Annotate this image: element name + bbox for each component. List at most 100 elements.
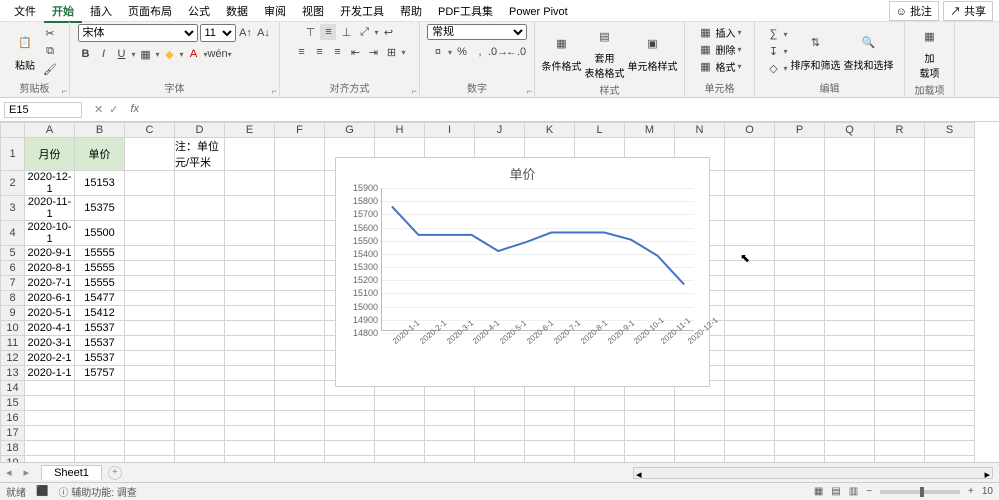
col-header[interactable]: L [575, 123, 625, 138]
cell[interactable] [825, 306, 875, 321]
indent-right-icon[interactable]: ⇥ [365, 44, 381, 60]
cell[interactable] [925, 306, 975, 321]
cell[interactable] [875, 426, 925, 441]
row-header[interactable]: 15 [1, 396, 25, 411]
cell[interactable] [925, 411, 975, 426]
cell[interactable]: 15537 [75, 351, 125, 366]
cell[interactable] [25, 381, 75, 396]
cell[interactable] [225, 411, 275, 426]
cell[interactable] [175, 366, 225, 381]
cell[interactable] [425, 426, 475, 441]
col-header[interactable]: A [25, 123, 75, 138]
font-color-icon[interactable]: A [186, 46, 202, 62]
row-header[interactable]: 7 [1, 276, 25, 291]
number-format-select[interactable]: 常规 [427, 24, 527, 40]
zoom-in-icon[interactable]: + [968, 486, 974, 497]
cell[interactable] [175, 351, 225, 366]
cell[interactable] [275, 426, 325, 441]
cell-style-button[interactable]: ▣单元格样式 [628, 32, 678, 73]
row-header[interactable]: 9 [1, 306, 25, 321]
share-button[interactable]: ↗ 共享 [943, 1, 993, 21]
percent-icon[interactable]: % [454, 44, 470, 60]
fill-color-icon[interactable]: ◆ [162, 46, 178, 62]
col-header[interactable] [1, 123, 25, 138]
cell[interactable] [525, 426, 575, 441]
clear-icon[interactable]: ◇ [765, 60, 781, 76]
cell[interactable] [725, 291, 775, 306]
cell[interactable] [125, 366, 175, 381]
tab-nav-prev-icon[interactable]: ◂ [0, 466, 18, 479]
cell[interactable] [275, 261, 325, 276]
cell[interactable] [825, 411, 875, 426]
cell[interactable] [225, 261, 275, 276]
cell[interactable] [925, 351, 975, 366]
horizontal-scrollbar[interactable]: ◂▸ [633, 467, 993, 479]
cell[interactable] [775, 381, 825, 396]
cell[interactable] [125, 396, 175, 411]
cell[interactable] [825, 276, 875, 291]
cell[interactable] [825, 366, 875, 381]
zoom-level[interactable]: 10 [982, 486, 993, 497]
cell[interactable] [175, 261, 225, 276]
worksheet-grid[interactable]: ABCDEFGHIJKLMNOPQRS1月份单价注：单位 元/平米22020-1… [0, 122, 999, 462]
cell[interactable]: 15537 [75, 336, 125, 351]
cell[interactable]: 15477 [75, 291, 125, 306]
col-header[interactable]: N [675, 123, 725, 138]
cell[interactable] [275, 306, 325, 321]
row-header[interactable]: 8 [1, 291, 25, 306]
cell[interactable] [575, 426, 625, 441]
cell[interactable]: 2020-1-1 [25, 366, 75, 381]
cell[interactable] [125, 351, 175, 366]
cell[interactable] [775, 351, 825, 366]
row-header[interactable]: 1 [1, 138, 25, 171]
cell[interactable] [625, 396, 675, 411]
decrease-decimal-icon[interactable]: ←.0 [508, 44, 524, 60]
cell[interactable] [825, 221, 875, 246]
cell[interactable]: 2020-8-1 [25, 261, 75, 276]
addins-button[interactable]: ▦加 载项 [916, 24, 944, 80]
row-header[interactable]: 3 [1, 196, 25, 221]
cell[interactable] [925, 138, 975, 171]
cell[interactable] [125, 321, 175, 336]
col-header[interactable]: I [425, 123, 475, 138]
cell[interactable] [125, 221, 175, 246]
cell[interactable] [725, 246, 775, 261]
cell[interactable] [125, 196, 175, 221]
menu-tab-帮助[interactable]: 帮助 [392, 3, 430, 21]
cut-icon[interactable]: ✂ [42, 25, 58, 41]
cell[interactable] [725, 366, 775, 381]
cell[interactable] [675, 396, 725, 411]
cell[interactable] [925, 381, 975, 396]
delete-cells-button[interactable]: ▦删除▾ [697, 41, 741, 57]
cell[interactable] [875, 411, 925, 426]
cell[interactable] [175, 196, 225, 221]
cell[interactable] [275, 171, 325, 196]
cell[interactable] [675, 411, 725, 426]
zoom-out-icon[interactable]: − [866, 486, 872, 497]
cell[interactable] [125, 306, 175, 321]
menu-tab-公式[interactable]: 公式 [180, 3, 218, 21]
cell[interactable] [375, 426, 425, 441]
font-name-select[interactable]: 宋体 [78, 24, 198, 42]
cell[interactable] [175, 336, 225, 351]
cell[interactable]: 15500 [75, 221, 125, 246]
cell[interactable] [925, 171, 975, 196]
cell[interactable] [675, 426, 725, 441]
col-header[interactable]: E [225, 123, 275, 138]
cell[interactable] [275, 336, 325, 351]
embedded-chart[interactable]: 单价 1480014900150001510015200153001540015… [335, 157, 710, 387]
menu-tab-审阅[interactable]: 审阅 [256, 3, 294, 21]
bold-icon[interactable]: B [78, 46, 94, 62]
cell[interactable] [175, 321, 225, 336]
cell[interactable]: 2020-2-1 [25, 351, 75, 366]
cell[interactable] [825, 196, 875, 221]
cell[interactable] [375, 396, 425, 411]
cell[interactable] [225, 138, 275, 171]
cell[interactable] [775, 246, 825, 261]
cell[interactable] [125, 138, 175, 171]
phonetic-icon[interactable]: wén [210, 46, 226, 62]
cell[interactable] [225, 366, 275, 381]
indent-left-icon[interactable]: ⇤ [347, 44, 363, 60]
cell[interactable] [875, 261, 925, 276]
cell[interactable] [875, 171, 925, 196]
